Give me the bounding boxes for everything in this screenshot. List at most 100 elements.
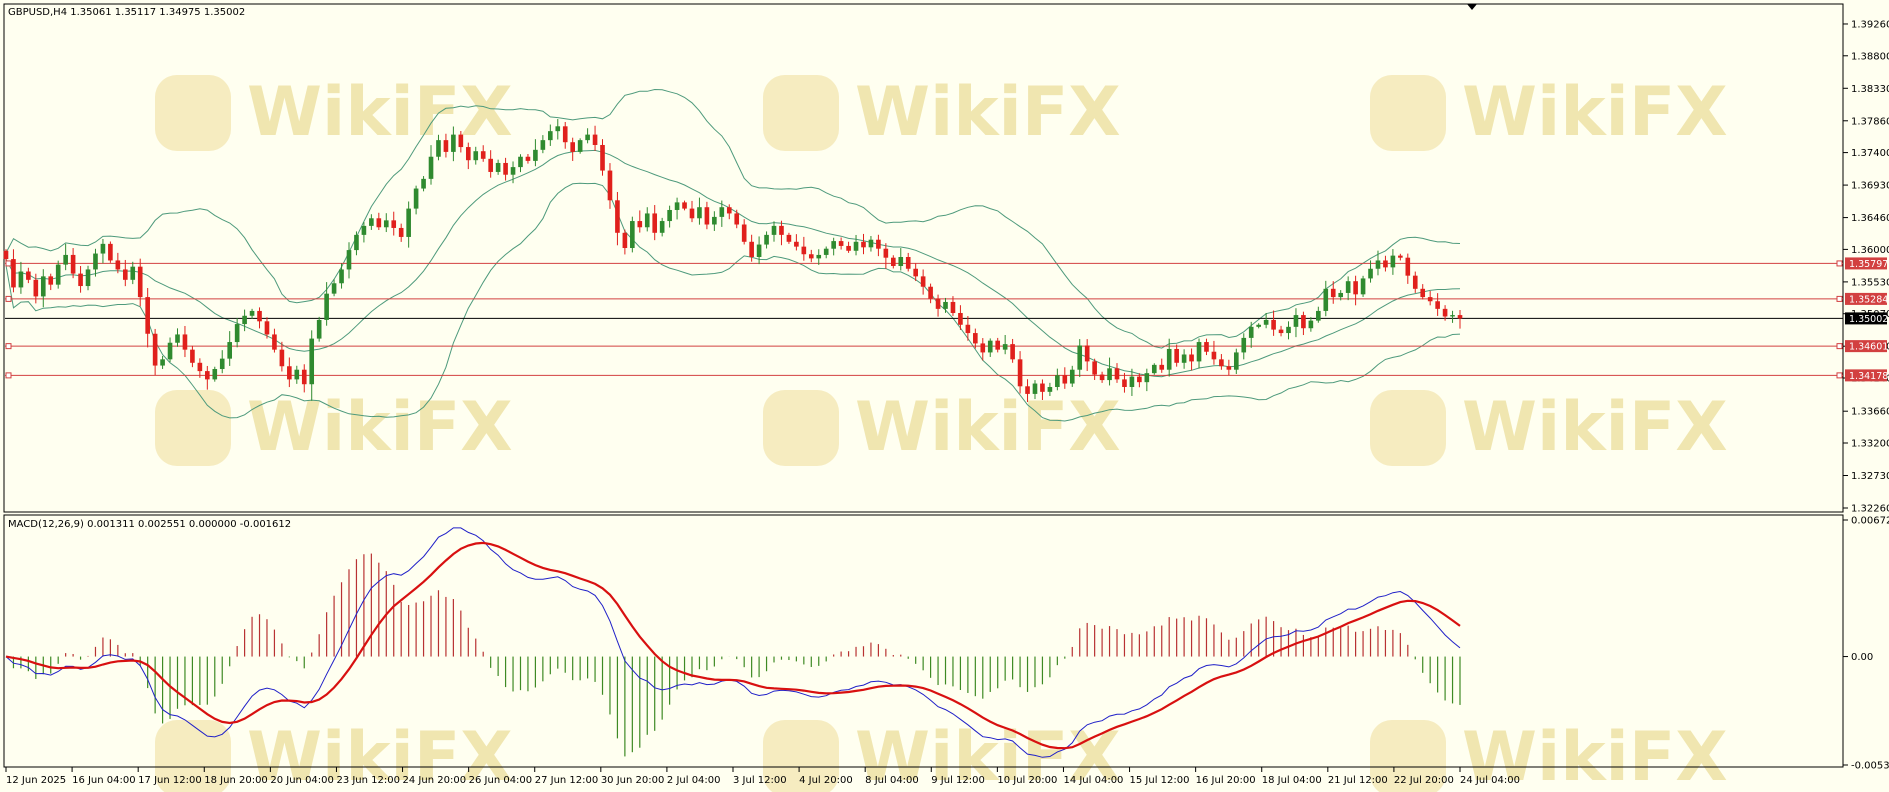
candle-bull bbox=[1368, 268, 1373, 279]
candle-bear bbox=[779, 225, 784, 235]
candle-bear bbox=[637, 221, 643, 228]
candle-bear bbox=[257, 310, 262, 322]
candle-bull bbox=[1293, 315, 1299, 327]
candle-bear bbox=[1204, 342, 1209, 352]
symbol-header: GBPUSD,H4 1.35061 1.35117 1.34975 1.3500… bbox=[8, 7, 245, 18]
macd-histogram bbox=[12, 553, 1461, 757]
candle-bull bbox=[160, 359, 165, 366]
macd-lines bbox=[5, 527, 1461, 758]
candle-bear bbox=[272, 334, 277, 350]
candle-bull bbox=[1077, 345, 1083, 370]
candle-bear bbox=[1226, 366, 1232, 370]
candle-bull bbox=[1151, 364, 1157, 374]
time-tick-label: 3 Jul 12:00 bbox=[733, 775, 787, 786]
candle-bear bbox=[391, 220, 397, 228]
candle-bull bbox=[1055, 375, 1060, 387]
candle-bear bbox=[1412, 275, 1418, 289]
bollinger-middle bbox=[5, 149, 1461, 378]
candle-bull bbox=[40, 276, 46, 297]
current-price-tag bbox=[1845, 312, 1887, 325]
candle-bull bbox=[1107, 368, 1112, 381]
candle-bull bbox=[585, 134, 590, 141]
candle-bull bbox=[1129, 376, 1135, 387]
candle-bull bbox=[1069, 369, 1075, 384]
candle-bear bbox=[1420, 288, 1426, 298]
candle-bull bbox=[831, 241, 836, 249]
candle-bear bbox=[1114, 368, 1120, 380]
watermark-logo-icon bbox=[1370, 390, 1446, 466]
bollinger-lower bbox=[5, 182, 1461, 422]
candle-bull bbox=[354, 234, 359, 251]
candle-bear bbox=[704, 207, 710, 225]
candle-bull bbox=[100, 243, 106, 254]
candle-bull bbox=[331, 283, 337, 294]
candle-bull bbox=[1047, 386, 1053, 392]
time-tick-label: 26 Jun 04:00 bbox=[469, 775, 533, 786]
candle-bull bbox=[495, 162, 501, 172]
time-tick-label: 18 Jul 04:00 bbox=[1262, 775, 1322, 786]
candle-bull bbox=[1166, 348, 1172, 370]
candle-bear bbox=[615, 200, 620, 233]
candle-bull bbox=[1144, 373, 1150, 383]
watermark-layer: WikiFX WikiFX WikiFX WikiFX WikiFX WikiFX Wiki… bbox=[155, 73, 1728, 792]
time-tick-label: 18 Jun 20:00 bbox=[204, 775, 268, 786]
candle-bull bbox=[987, 340, 993, 353]
candle-bear bbox=[876, 239, 881, 249]
level-price-label: 1.35797 bbox=[1849, 259, 1888, 270]
level-price-label: 1.34601 bbox=[1849, 342, 1888, 353]
candle-bear bbox=[1189, 354, 1194, 362]
horizontal-levels[interactable]: 1.35797 1.35284 1.34601 1.34178 1.35002 bbox=[5, 257, 1888, 382]
level-price-tag bbox=[1845, 369, 1887, 382]
candle-bull bbox=[18, 271, 24, 288]
candle-bear bbox=[741, 224, 747, 242]
candle-bull bbox=[1308, 320, 1314, 329]
bollinger-bands bbox=[5, 88, 1461, 422]
watermark-text: WikiFX bbox=[855, 73, 1121, 152]
watermark-text: WikiFX bbox=[1462, 73, 1728, 152]
level-price-tag bbox=[1845, 257, 1887, 270]
candle-bull bbox=[294, 369, 300, 380]
price-tick-label: 1.38800 bbox=[1851, 51, 1889, 62]
signal-line bbox=[5, 541, 1461, 750]
macd-tick-label: -0.005342 bbox=[1851, 761, 1889, 772]
candle-bull bbox=[309, 338, 315, 385]
candle-bull bbox=[823, 248, 829, 255]
candle-bear bbox=[264, 321, 270, 335]
candle-bear bbox=[503, 162, 508, 175]
candle-bear bbox=[1174, 348, 1179, 363]
candle-bear bbox=[726, 207, 732, 214]
candle-bull bbox=[548, 131, 553, 141]
candle-bear bbox=[398, 227, 404, 237]
candle-bear bbox=[1427, 297, 1433, 302]
candle-bear bbox=[562, 126, 568, 143]
candle-bear bbox=[145, 297, 150, 334]
watermark-text: WikiFX bbox=[855, 388, 1121, 467]
time-tick-label: 24 Jul 04:00 bbox=[1460, 775, 1520, 786]
candle-bull bbox=[421, 178, 426, 189]
candle-bull bbox=[540, 140, 546, 150]
candle-bull bbox=[644, 213, 650, 228]
candle-bull bbox=[533, 149, 538, 161]
price-tick-label: 1.35530 bbox=[1851, 277, 1889, 288]
candle-bear bbox=[1435, 301, 1440, 309]
candle-bear bbox=[488, 158, 493, 172]
level-handle-left bbox=[5, 343, 12, 350]
time-tick-label: 14 Jul 04:00 bbox=[1063, 775, 1123, 786]
price-tick-label: 1.33660 bbox=[1851, 407, 1889, 418]
candlesticks bbox=[3, 119, 1463, 403]
candle-bear bbox=[794, 241, 799, 247]
chart-shift-marker-icon[interactable] bbox=[1467, 4, 1477, 10]
candle-bull bbox=[249, 310, 255, 316]
candle-bear bbox=[570, 142, 575, 152]
candle-bear bbox=[3, 250, 9, 260]
candle-bear bbox=[152, 333, 158, 366]
candle-bear bbox=[935, 298, 941, 309]
candle-bear bbox=[33, 279, 39, 297]
candle-bear bbox=[846, 245, 851, 251]
candle-bull bbox=[943, 301, 948, 309]
price-tick-label: 1.32730 bbox=[1851, 471, 1889, 482]
candle-bear bbox=[137, 266, 143, 298]
price-tick-label: 1.36000 bbox=[1851, 245, 1889, 256]
candle-bull bbox=[1248, 326, 1254, 338]
